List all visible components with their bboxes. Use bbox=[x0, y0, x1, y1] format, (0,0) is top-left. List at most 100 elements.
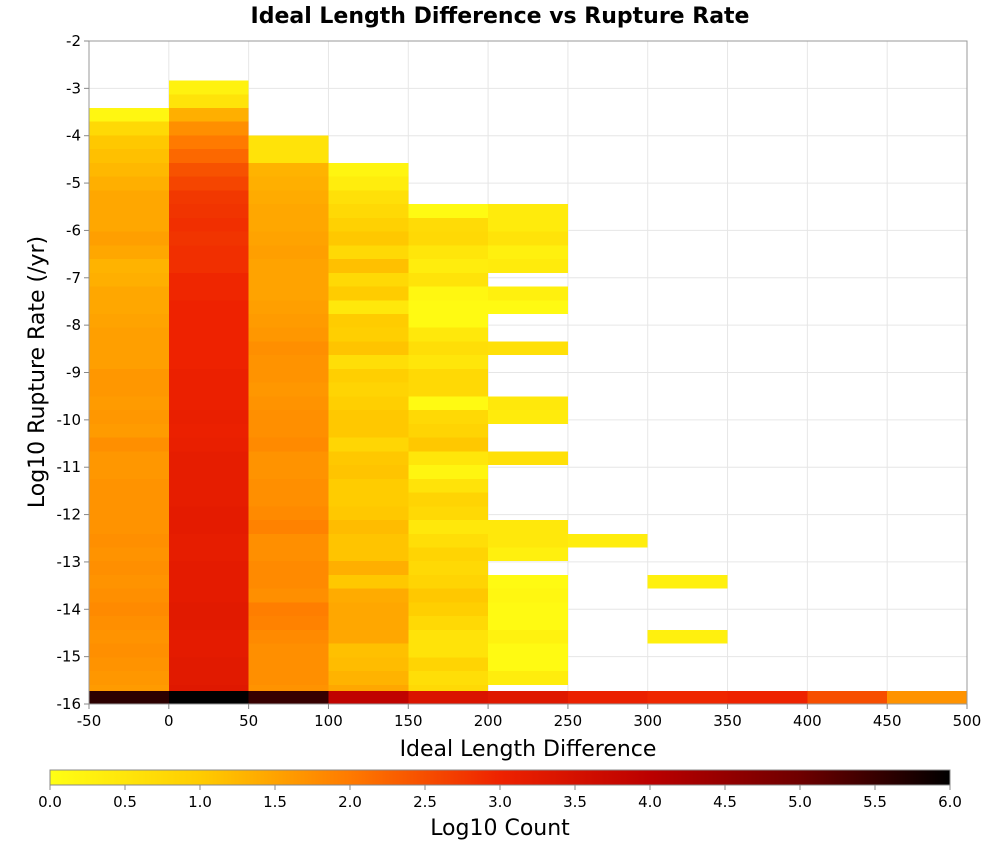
colorbar-tick-label: 5.0 bbox=[788, 793, 812, 811]
heatmap-cell bbox=[248, 465, 329, 479]
heatmap-cell bbox=[248, 602, 329, 617]
heatmap-cell bbox=[328, 465, 409, 479]
heatmap-cell bbox=[248, 355, 329, 369]
heatmap-cell bbox=[488, 574, 568, 589]
heatmap-cell bbox=[328, 437, 409, 452]
heatmap-cell bbox=[248, 410, 329, 424]
heatmap-cell bbox=[248, 190, 329, 205]
heatmap-cell bbox=[168, 547, 249, 562]
heatmap-cell bbox=[408, 690, 489, 704]
heatmap-cell bbox=[89, 616, 169, 630]
heatmap-cell bbox=[408, 520, 489, 534]
heatmap-cell bbox=[168, 533, 249, 548]
heatmap-cell bbox=[248, 396, 329, 411]
y-tick-label: -6 bbox=[66, 221, 81, 239]
heatmap-cell bbox=[647, 574, 728, 589]
colorbar-tick-label: 4.5 bbox=[713, 793, 737, 811]
heatmap-cell bbox=[168, 561, 249, 575]
heatmap-cell bbox=[328, 643, 409, 658]
heatmap-cell bbox=[408, 533, 489, 548]
heatmap-cell bbox=[168, 300, 249, 315]
heatmap-cell bbox=[168, 231, 249, 246]
heatmap-cell bbox=[248, 300, 329, 315]
heatmap-cell bbox=[248, 217, 329, 232]
heatmap-cell bbox=[248, 437, 329, 452]
heatmap-cell bbox=[488, 341, 568, 356]
heatmap-cell bbox=[328, 300, 409, 315]
heatmap-cell bbox=[89, 108, 169, 122]
heatmap-cell bbox=[248, 245, 329, 260]
heatmap-cell bbox=[168, 423, 249, 438]
heatmap-cell bbox=[89, 547, 169, 562]
heatmap-cell bbox=[89, 286, 169, 301]
heatmap-cell bbox=[408, 231, 489, 246]
heatmap-cell bbox=[328, 204, 409, 218]
y-tick-label: -5 bbox=[66, 174, 81, 192]
heatmap-cell bbox=[248, 259, 329, 273]
heatmap-cell bbox=[248, 162, 329, 177]
heatmap-cell bbox=[89, 520, 169, 534]
heatmap-cell bbox=[248, 492, 329, 507]
heatmap-cell bbox=[328, 341, 409, 356]
heatmap-cell bbox=[248, 533, 329, 548]
heatmap-cell bbox=[89, 314, 169, 328]
heatmap-cell bbox=[408, 341, 489, 356]
y-tick-label: -15 bbox=[57, 648, 82, 666]
heatmap-cell bbox=[488, 533, 568, 548]
heatmap-cell bbox=[248, 629, 329, 644]
chart-title: Ideal Length Difference vs Rupture Rate bbox=[251, 4, 750, 29]
colorbar-tick-label: 2.0 bbox=[338, 793, 362, 811]
heatmap-cell bbox=[89, 121, 169, 136]
heatmap-cell bbox=[248, 423, 329, 438]
heatmap-cell bbox=[408, 465, 489, 479]
x-axis-ticks: -50 0 50 100 150 200 250 300 350 400 450 500 bbox=[77, 704, 981, 730]
heatmap-cell bbox=[168, 135, 249, 150]
y-tick-label: -8 bbox=[66, 316, 81, 334]
heatmap-cell bbox=[408, 314, 489, 328]
heatmap-cell bbox=[248, 478, 329, 493]
y-tick-label: -10 bbox=[57, 411, 82, 429]
heatmap-cell bbox=[647, 629, 728, 644]
heatmap-cell bbox=[89, 588, 169, 603]
heatmap-cell bbox=[89, 690, 169, 704]
heatmap-cell bbox=[488, 410, 568, 424]
heatmap-cell bbox=[488, 204, 568, 218]
colorbar-tick-label: 1.0 bbox=[188, 793, 212, 811]
heatmap-cell bbox=[89, 355, 169, 369]
heatmap-cell bbox=[328, 423, 409, 438]
y-axis-label: Log10 Rupture Rate (/yr) bbox=[25, 236, 50, 508]
heatmap-cell bbox=[328, 382, 409, 397]
y-tick-label: -14 bbox=[57, 600, 82, 618]
heatmap-cell bbox=[328, 602, 409, 617]
heatmap-cell bbox=[168, 588, 249, 603]
heatmap-cell bbox=[328, 327, 409, 342]
colorbar-tick-label: 5.5 bbox=[863, 793, 887, 811]
y-axis-ticks: -2 -3 -4 -5 -6 -7 -8 -9 -10 -11 -12 -13 -14 -15 -16 bbox=[57, 32, 89, 713]
heatmap-cell bbox=[408, 492, 489, 507]
heatmap-cell bbox=[89, 368, 169, 383]
heatmap-cell bbox=[328, 314, 409, 328]
heatmap-cell bbox=[328, 671, 409, 685]
heatmap-cell bbox=[168, 520, 249, 534]
x-tick-label: 450 bbox=[873, 712, 902, 730]
heatmap-cell bbox=[328, 355, 409, 369]
y-tick-label: -12 bbox=[57, 506, 82, 524]
colorbar-tick-label: 1.5 bbox=[263, 793, 287, 811]
x-tick-label: -50 bbox=[77, 712, 102, 730]
heatmap-cell bbox=[168, 272, 249, 287]
heatmap-cell bbox=[408, 547, 489, 562]
heatmap-cell bbox=[168, 190, 249, 205]
heatmap-cell bbox=[408, 561, 489, 575]
heatmap-cell bbox=[89, 382, 169, 397]
heatmap-cell bbox=[408, 217, 489, 232]
heatmap-cell bbox=[408, 629, 489, 644]
heatmap-cell bbox=[408, 657, 489, 672]
heatmap-cell bbox=[328, 690, 409, 704]
heatmap-cell bbox=[408, 327, 489, 342]
x-tick-label: 300 bbox=[633, 712, 662, 730]
heatmap-cell bbox=[89, 327, 169, 342]
heatmap-cell bbox=[328, 616, 409, 630]
heatmap-cell bbox=[328, 520, 409, 534]
x-tick-label: 150 bbox=[394, 712, 423, 730]
heatmap-cell bbox=[89, 492, 169, 507]
